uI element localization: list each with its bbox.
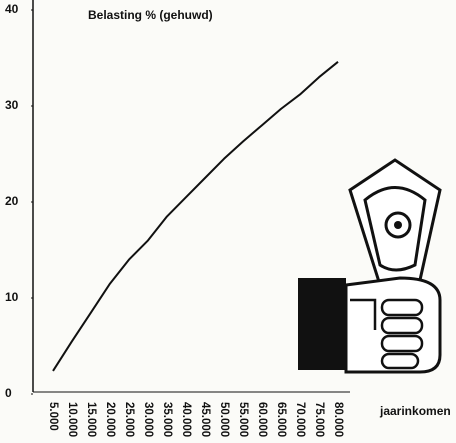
y-tick-label: 0 bbox=[5, 386, 12, 400]
x-tick-label: 80.000 bbox=[332, 402, 344, 437]
x-axis-label: jaarinkomen bbox=[379, 404, 451, 418]
x-tick-label: 20.000 bbox=[104, 402, 116, 437]
line bbox=[53, 62, 338, 371]
x-tick-label: 35.000 bbox=[161, 402, 173, 437]
chart: Belasting % (gehuwd) jaarinkomen 0 10 20 30… bbox=[0, 0, 456, 443]
x-tick-label: 75.000 bbox=[313, 402, 325, 437]
x-tick-label: 60.000 bbox=[256, 402, 268, 437]
x-tick-label: 5.000 bbox=[47, 402, 59, 431]
x-tick-label: 15.000 bbox=[85, 402, 97, 437]
illustration bbox=[298, 160, 440, 372]
x-tick-label: 30.000 bbox=[142, 402, 154, 437]
x-tick-label: 70.000 bbox=[294, 402, 306, 437]
x-tick-label: 50.000 bbox=[218, 402, 230, 437]
x-tick-label: 55.000 bbox=[237, 402, 249, 437]
x-tick-label: 25.000 bbox=[123, 402, 135, 437]
y-tick-label: 30 bbox=[5, 98, 19, 112]
y-tick-label: 20 bbox=[5, 194, 19, 208]
x-tick-label: 45.000 bbox=[199, 402, 211, 437]
x-tick-label: 10.000 bbox=[66, 402, 78, 437]
y-tick-label: 10 bbox=[5, 290, 19, 304]
chart-title: Belasting % (gehuwd) bbox=[88, 8, 213, 22]
x-tick-label: 40.000 bbox=[180, 402, 192, 437]
y-tick-label: 40 bbox=[5, 2, 19, 16]
x-tick-label: 65.000 bbox=[275, 402, 287, 437]
